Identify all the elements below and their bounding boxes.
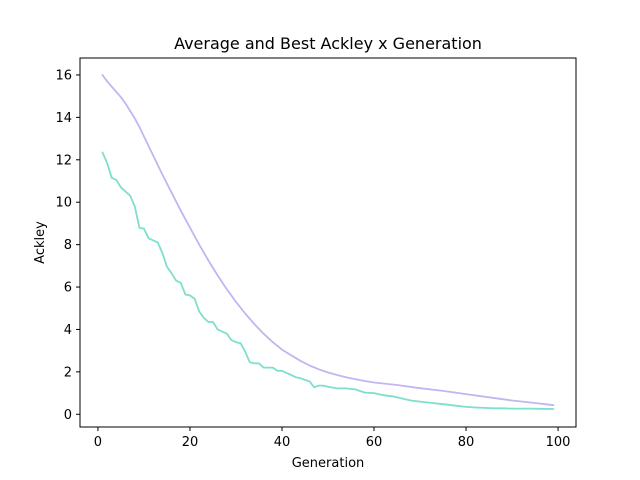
- chart-title: Average and Best Ackley x Generation: [174, 34, 482, 53]
- y-tick-label: 4: [64, 323, 72, 338]
- y-tick-label: 14: [55, 111, 72, 126]
- x-tick-label: 0: [94, 435, 102, 450]
- series-line-best: [101, 151, 555, 410]
- x-tick-label: 60: [366, 435, 383, 450]
- y-tick-label: 16: [55, 68, 72, 83]
- y-tick-label: 0: [64, 408, 72, 423]
- y-axis-title: Ackley: [33, 221, 48, 264]
- x-axis-title: Generation: [292, 456, 365, 471]
- plot-area: [101, 74, 555, 410]
- axes: 0 20 40 60 80 100 0 2 4 6 8 10 12 14 16: [55, 68, 570, 450]
- x-tick-label: 100: [546, 435, 571, 450]
- y-tick-label: 12: [55, 153, 72, 168]
- y-tick-label: 10: [55, 196, 72, 211]
- x-tick-label: 20: [182, 435, 199, 450]
- x-tick-label: 80: [458, 435, 475, 450]
- y-tick-label: 6: [64, 281, 72, 296]
- series-line-average: [101, 74, 555, 407]
- y-tick-label: 2: [64, 365, 72, 380]
- x-tick-label: 40: [274, 435, 291, 450]
- y-tick-label: 8: [64, 238, 72, 253]
- plot-frame: [79, 57, 577, 428]
